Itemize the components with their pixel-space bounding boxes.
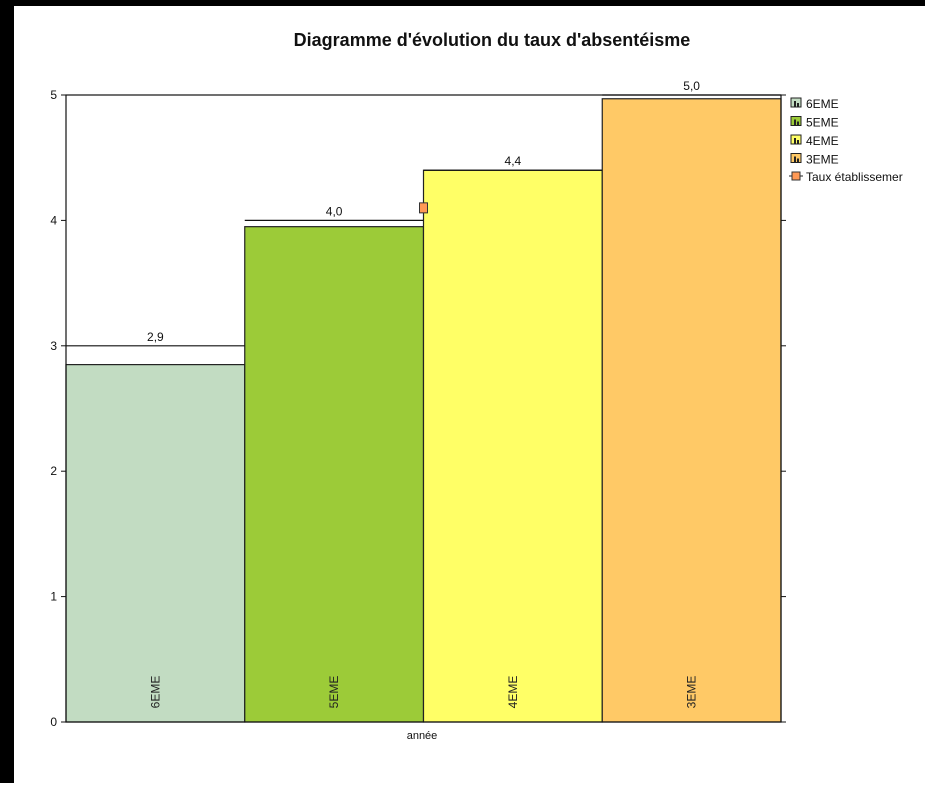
legend-marker — [791, 171, 801, 181]
category-label: 3EME — [685, 676, 699, 709]
y-tick-label: 1 — [50, 590, 57, 604]
data-label: 4,4 — [505, 154, 522, 168]
data-label: 2,9 — [147, 330, 164, 344]
category-label: 5EME — [327, 676, 341, 709]
legend-item-3eme: 3EME — [790, 153, 839, 167]
category-label: 6EME — [148, 676, 162, 709]
legend-item-4eme: 4EME — [790, 134, 839, 148]
x-axis-label: année — [407, 730, 438, 742]
data-label: 4,0 — [326, 204, 343, 218]
plot-border — [65, 94, 782, 723]
legend-item-5eme: 5EME — [790, 116, 839, 130]
bar-3eme — [601, 98, 782, 723]
bars-group: 2,9 4,0 4,4 5,0 6EME 5EME 4EME 3EME — [65, 79, 782, 723]
y-tick-label: 2 — [50, 464, 57, 478]
legend-label: 3EME — [806, 153, 839, 167]
legend-swatch-detail — [797, 103, 799, 107]
legend-label: 5EME — [806, 116, 839, 130]
chart-title: Diagramme d'évolution du taux d'absentéi… — [294, 30, 691, 50]
legend-swatch-detail — [794, 138, 796, 144]
category-label: 4EME — [506, 676, 520, 709]
y-tick-label: 3 — [50, 339, 57, 353]
data-label: 5,0 — [683, 79, 700, 93]
legend: 6EME 5EME 4EME 3EME Taux établissemer — [789, 97, 903, 184]
bar-4eme — [422, 169, 603, 723]
legend-swatch-detail — [794, 119, 796, 126]
legend-swatch-detail — [797, 158, 799, 163]
legend-label: 6EME — [806, 97, 839, 111]
bar-5eme — [244, 226, 425, 723]
legend-swatch-detail — [797, 140, 799, 144]
legend-swatch-detail — [794, 156, 796, 163]
reference-marker — [419, 202, 428, 214]
y-tick-label: 4 — [50, 213, 57, 227]
legend-item-taux: Taux établissemer — [789, 170, 903, 184]
legend-label: 4EME — [806, 134, 839, 148]
chart: Diagramme d'évolution du taux d'absentéi… — [50, 30, 903, 742]
axes: 0 1 2 3 4 5 — [50, 88, 786, 729]
y-tick-label: 0 — [50, 715, 57, 729]
legend-item-6eme: 6EME — [790, 97, 839, 111]
legend-swatch-detail — [797, 121, 799, 126]
legend-swatch-detail — [794, 101, 796, 107]
legend-label: Taux établissemer — [806, 170, 903, 184]
bar-6eme — [65, 364, 246, 723]
y-tick-label: 5 — [50, 88, 57, 102]
